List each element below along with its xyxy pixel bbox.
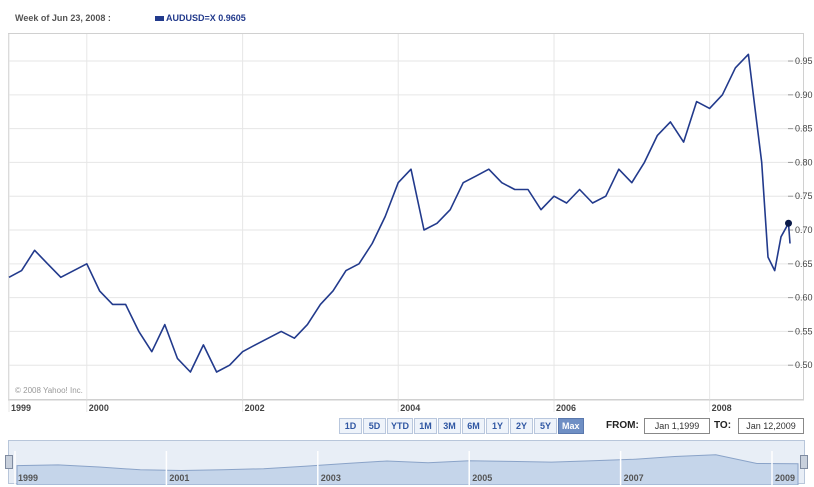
y-tick-label: 0.50 [795,360,813,370]
navigator-chart: 1999 2001 2003 2005 2007 2009 [14,451,799,485]
y-tick-label: 0.75 [795,191,813,201]
y-tick-label: 0.85 [795,124,813,134]
range-button-2y[interactable]: 2Y [510,418,533,434]
x-tick-label: 2006 [556,403,576,413]
navigator-year-label: 1999 [18,473,38,483]
navigator-year-label: 2007 [624,473,644,483]
y-tick-label: 0.95 [795,56,813,66]
y-tick-label: 0.65 [795,259,813,269]
copyright-notice: © 2008 Yahoo! Inc. [15,386,83,395]
range-button-5y[interactable]: 5Y [534,418,557,434]
timeline-navigator[interactable]: 1999 2001 2003 2005 2007 2009 [5,440,808,485]
navigator-left-handle[interactable] [5,455,13,469]
navigator-year-label: 2001 [169,473,189,483]
price-chart[interactable]: 0.95 0.90 0.85 0.80 0.75 0.70 0.65 0.60 0.55 0.50… [0,0,814,420]
navigator-labels: 1999 2001 2003 2005 2007 2009 [14,451,795,485]
y-tick-label: 0.55 [795,326,813,336]
range-selector: 1D 5D YTD 1M 3M 6M 1Y 2Y 5Y Max [339,418,584,434]
navigator-right-handle[interactable] [800,455,808,469]
x-tick-label: 2002 [245,403,265,413]
y-tick-label: 0.70 [795,225,813,235]
from-label: FROM: [606,420,639,431]
navigator-year-label: 2009 [775,473,795,483]
y-tick-label: 0.90 [795,90,813,100]
to-label: TO: [714,420,732,431]
legend-series-label: AUDUSD=X 0.9605 [166,13,246,23]
range-button-3m[interactable]: 3M [438,418,461,434]
y-axis: 0.95 0.90 0.85 0.80 0.75 0.70 0.65 0.60 0.55 0.50 [788,56,813,370]
range-button-1m[interactable]: 1M [414,418,437,434]
legend-swatch [155,16,164,21]
navigator-year-label: 2003 [321,473,341,483]
x-axis: 1999 2000 2002 2004 2006 2008 [8,399,804,413]
x-tick-label: 2000 [89,403,109,413]
navigator-area [16,454,799,485]
x-tick-label: 2004 [400,403,420,413]
from-date-input[interactable]: Jan 1,1999 [644,418,710,434]
range-button-max[interactable]: Max [558,418,584,434]
grid [8,34,804,412]
current-value-marker [785,219,793,227]
x-tick-label: 1999 [11,403,31,413]
range-button-6m[interactable]: 6M [462,418,485,434]
range-button-ytd[interactable]: YTD [387,418,413,434]
week-label: Week of Jun 23, 2008 : [15,13,111,23]
y-tick-label: 0.60 [795,293,813,303]
y-tick-label: 0.80 [795,157,813,167]
range-button-5d[interactable]: 5D [363,418,386,434]
x-tick-label: 2008 [712,403,732,413]
chart-header: Week of Jun 23, 2008 : AUDUSD=X 0.9605 [0,0,814,32]
price-line [8,53,791,373]
navigator-year-label: 2005 [472,473,492,483]
range-button-1y[interactable]: 1Y [486,418,509,434]
range-button-1d[interactable]: 1D [339,418,362,434]
to-date-input[interactable]: Jan 12,2009 [738,418,804,434]
